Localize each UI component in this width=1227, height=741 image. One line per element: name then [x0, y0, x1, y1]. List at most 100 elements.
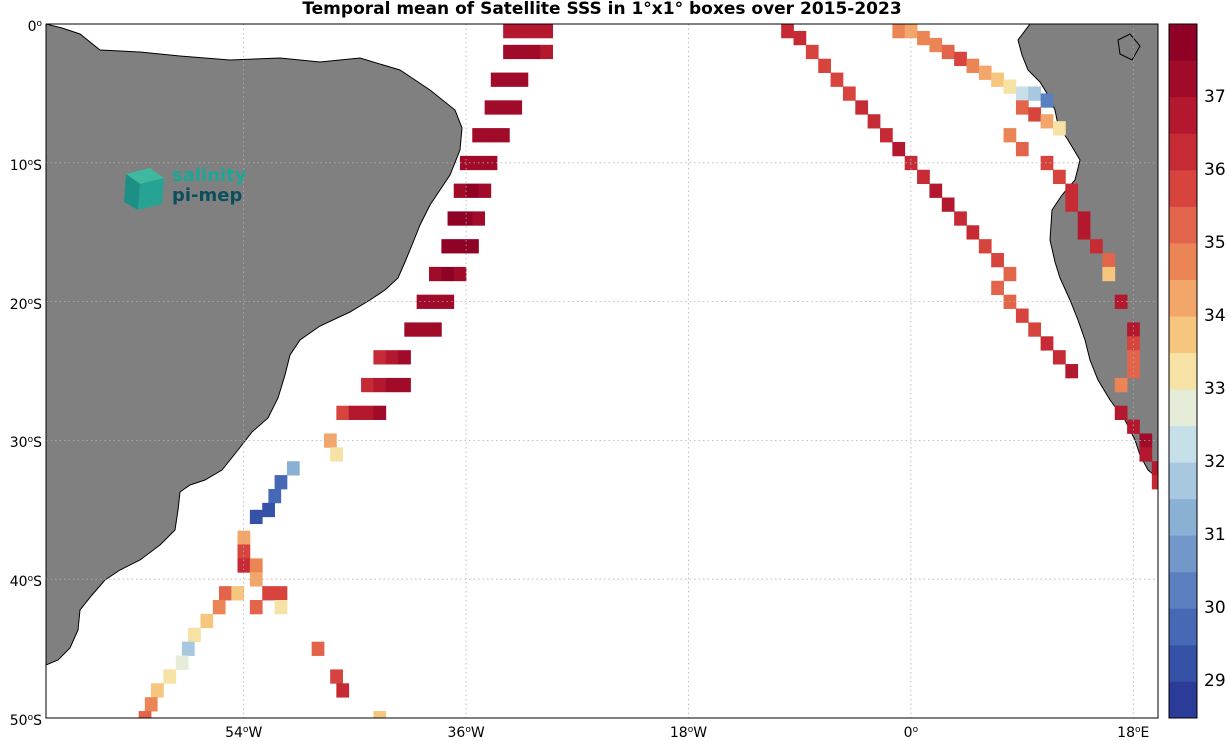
sss-cell — [503, 72, 516, 87]
colorbar-swatch — [1169, 681, 1197, 719]
sss-cell — [385, 350, 399, 365]
sss-cell — [330, 669, 343, 684]
sss-cell — [496, 100, 510, 115]
sss-cell — [1003, 128, 1017, 143]
sss-cell — [1028, 322, 1042, 337]
sss-cell — [361, 377, 374, 393]
sss-cell — [929, 183, 943, 198]
sss-cell — [175, 655, 189, 670]
sss-cell — [268, 488, 282, 504]
sss-cell — [373, 711, 387, 718]
sss-cell — [453, 183, 467, 198]
sss-cell — [429, 322, 442, 337]
salinity-pi-mep-logo: salinity pi-mep — [120, 166, 260, 216]
sss-cell — [1065, 364, 1079, 379]
sss-cell — [212, 600, 226, 615]
sss-cell — [466, 183, 479, 198]
sss-cell — [361, 405, 374, 420]
latitude-tick-label: 40oS — [9, 574, 42, 591]
colorbar-swatch — [1169, 352, 1197, 390]
sss-cell — [1127, 336, 1140, 351]
colorbar-swatch — [1169, 170, 1197, 207]
map-title: Temporal mean of Satellite SSS in 1°x1° … — [302, 0, 902, 19]
sss-cell — [503, 44, 516, 60]
sss-cell — [484, 128, 498, 143]
sss-cell — [188, 627, 201, 643]
sss-cell — [1015, 141, 1029, 157]
sss-cell — [1102, 253, 1116, 268]
sss-cell — [385, 377, 399, 393]
sss-cell — [231, 586, 245, 601]
latitude-tick-label: 0o — [27, 19, 42, 35]
sss-cell — [892, 24, 906, 39]
colorbar-swatch — [1169, 462, 1197, 500]
sss-cell — [1139, 433, 1153, 448]
sss-cell — [1040, 114, 1054, 129]
sss-cell — [1065, 197, 1079, 212]
sss-cell — [1090, 239, 1103, 254]
sss-cell — [941, 197, 955, 212]
sss-cell — [880, 128, 893, 143]
latitude-tick-label: 30oS — [9, 435, 42, 452]
sss-cell — [1077, 211, 1091, 226]
sss-cell — [527, 24, 541, 39]
sss-cells — [138, 24, 1158, 718]
logo-text-pi-mep: pi-mep — [172, 185, 243, 206]
sss-cell — [218, 586, 232, 601]
sss-cell — [1040, 155, 1054, 171]
sss-cell — [453, 266, 467, 282]
sss-cell — [373, 377, 387, 393]
sss-cell — [447, 211, 461, 226]
sss-cell — [941, 44, 955, 60]
latitude-tick-label: 10oS — [9, 157, 42, 174]
sss-cell — [274, 600, 288, 615]
sss-cell — [527, 44, 541, 60]
sss-cell — [373, 405, 387, 420]
sss-cell — [515, 72, 529, 87]
sss-cell — [1015, 308, 1029, 323]
sss-cell — [515, 24, 529, 39]
colorbar — [1169, 24, 1197, 719]
sss-cell — [336, 683, 350, 698]
sss-cell — [781, 24, 794, 39]
colorbar-tick-label: 35 — [1204, 233, 1226, 254]
sss-cell — [249, 509, 263, 525]
sss-cell — [1102, 266, 1116, 282]
sss-cell — [138, 711, 152, 718]
colorbar-swatch — [1169, 571, 1197, 609]
sss-cell — [793, 30, 807, 46]
sss-cell — [274, 475, 288, 490]
sss-cell — [330, 447, 343, 462]
sss-cell — [453, 239, 467, 254]
sss-cell — [1015, 100, 1029, 115]
sss-cell — [249, 558, 263, 573]
sss-cell — [929, 37, 943, 53]
colorbar-swatch — [1169, 206, 1197, 244]
sss-cell — [472, 211, 486, 226]
colorbar-tick-label: 37 — [1204, 87, 1226, 108]
sss-cell — [904, 24, 918, 39]
sss-cell — [515, 44, 529, 60]
sss-cell — [966, 225, 980, 240]
sss-cell — [311, 641, 325, 656]
sss-cell — [336, 405, 350, 420]
sss-cell — [892, 141, 906, 157]
sss-cell — [274, 586, 288, 601]
sss-cell — [1052, 169, 1066, 185]
map-frame — [45, 23, 1159, 719]
sss-cell — [1028, 86, 1042, 101]
sss-cell — [373, 350, 387, 365]
sss-cell — [991, 280, 1004, 296]
colorbar-tick-label: 33 — [1204, 379, 1226, 400]
sss-cell — [917, 30, 930, 46]
land-coast-detail — [1117, 33, 1141, 61]
colorbar-swatch — [1169, 243, 1197, 280]
colorbar-tick-label: 32 — [1204, 452, 1226, 473]
sss-cell — [1040, 336, 1054, 351]
sss-cell — [429, 294, 442, 309]
colorbar-tick-label: 29 — [1204, 671, 1226, 692]
sss-cell — [1052, 121, 1066, 136]
sss-cell — [1015, 86, 1029, 101]
colorbar-swatch — [1169, 316, 1197, 354]
sss-cell — [181, 641, 195, 656]
